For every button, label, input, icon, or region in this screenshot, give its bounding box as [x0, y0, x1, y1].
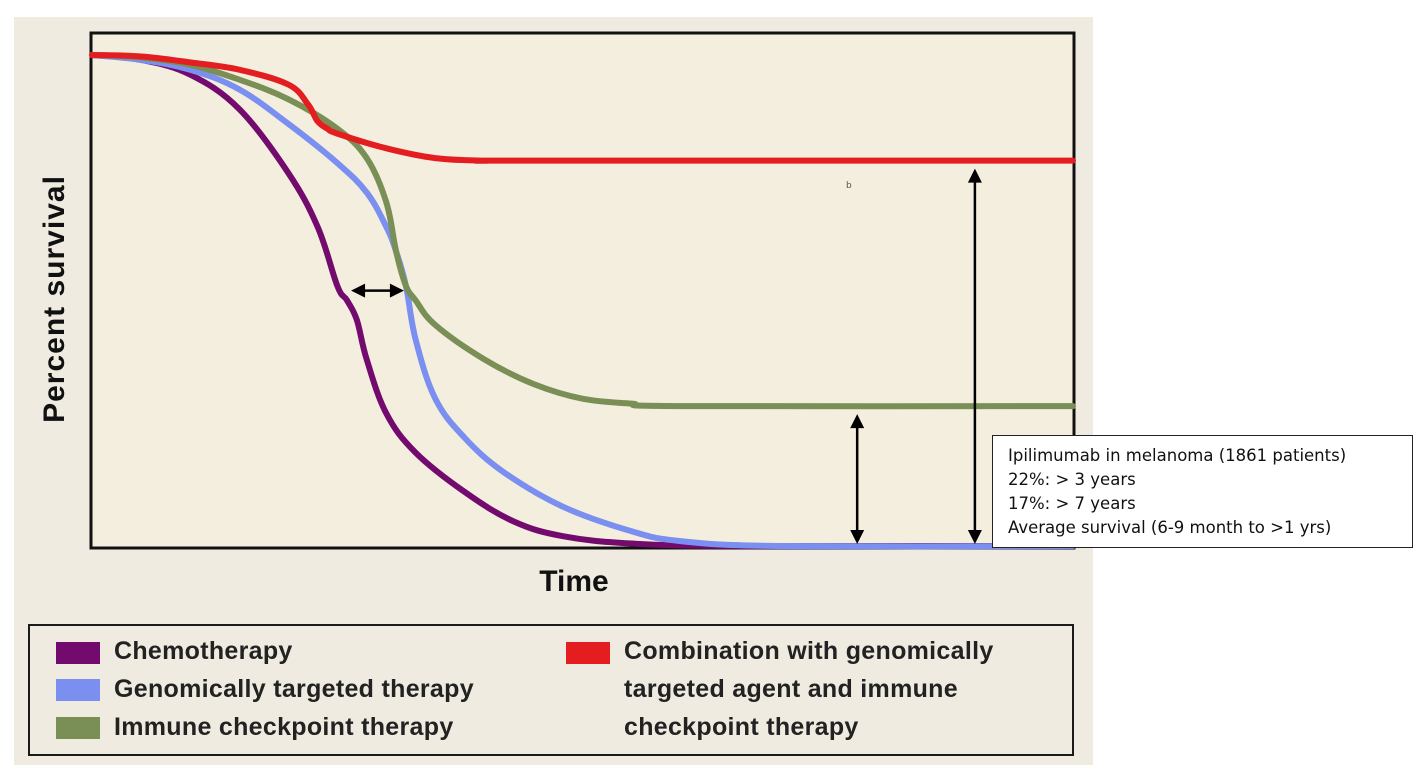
- series-line-genomically-targeted: [89, 52, 1076, 550]
- stray-mark: b: [846, 181, 852, 191]
- series-line-immune-checkpoint: [89, 52, 1076, 410]
- annotation-line-2: 22%: > 3 years: [1008, 470, 1136, 489]
- legend-label-combination-line-2: targeted agent and immune: [624, 675, 958, 703]
- vertical-arrow-combo-head-down: [967, 530, 982, 544]
- annotation-line-4: Average survival (6-9 month to >1 yrs): [1008, 518, 1332, 537]
- series-line-combination: [89, 52, 1076, 164]
- annotation-line-1: Ipilimumab in melanoma (1861 patients): [1008, 446, 1347, 465]
- horizontal-arrow-head-left: [351, 283, 366, 298]
- legend: Chemotherapy Genomically targeted therap…: [28, 624, 1074, 756]
- annotation-box: Ipilimumab in melanoma (1861 patients) 2…: [992, 435, 1413, 548]
- legend-swatch-chemotherapy: [56, 642, 100, 664]
- legend-label-combination-line-3: checkpoint therapy: [624, 713, 859, 741]
- vertical-arrow-immune-head-down: [850, 530, 865, 544]
- vertical-arrow-immune-head-up: [850, 414, 865, 429]
- horizontal-arrow-head-right: [389, 283, 404, 298]
- y-axis-label: Percent survival: [38, 175, 71, 423]
- legend-label-immune-checkpoint: Immune checkpoint therapy: [114, 713, 454, 741]
- legend-label-chemotherapy: Chemotherapy: [114, 637, 293, 665]
- vertical-arrow-combo-head-up: [967, 168, 982, 183]
- legend-label-genomically-targeted: Genomically targeted therapy: [114, 675, 474, 703]
- legend-swatch-immune-checkpoint: [56, 717, 100, 739]
- annotation-line-3: 17%: > 7 years: [1008, 494, 1136, 513]
- legend-swatch-combination: [566, 642, 610, 664]
- legend-swatch-genomically-targeted: [56, 679, 100, 701]
- legend-label-combination: Combination with genomically targeted ag…: [624, 632, 994, 746]
- x-axis-label: Time: [539, 565, 609, 598]
- legend-label-combination-line-1: Combination with genomically: [624, 637, 994, 665]
- plot-area: [89, 31, 1076, 550]
